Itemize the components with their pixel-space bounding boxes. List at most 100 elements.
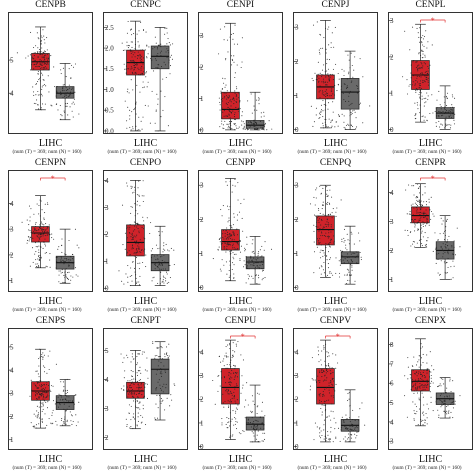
- normal-point: [65, 274, 67, 276]
- normal-point: [252, 239, 254, 241]
- panel-title: CENPS: [35, 316, 66, 326]
- tumor-point: [328, 229, 330, 231]
- tumor-point: [322, 255, 324, 257]
- tumor-point: [415, 112, 417, 115]
- tumor-point: [407, 378, 409, 380]
- tumor-point: [48, 417, 50, 420]
- tumor-point: [230, 241, 232, 243]
- normal-point: [356, 92, 358, 94]
- normal-point: [454, 254, 457, 256]
- tumor-point: [419, 80, 422, 82]
- tumor-point: [140, 58, 142, 61]
- tumor-point: [35, 415, 37, 417]
- tumor-point: [231, 262, 234, 264]
- normal-point: [59, 404, 61, 406]
- tumor-point: [242, 230, 244, 232]
- tumor-point: [424, 186, 426, 188]
- tumor-point: [126, 182, 128, 184]
- normal-point: [256, 256, 258, 258]
- tumor-point: [135, 125, 137, 127]
- normal-point: [157, 53, 159, 55]
- normal-point: [350, 429, 352, 431]
- normal-point: [69, 259, 71, 261]
- tumor-point: [420, 208, 422, 210]
- normal-point: [252, 250, 254, 252]
- y-tick-label: 4: [390, 418, 394, 426]
- normal-point: [74, 394, 76, 396]
- tumor-point: [46, 395, 48, 397]
- normal-point: [159, 52, 162, 54]
- normal-point: [346, 428, 348, 431]
- tumor-point: [236, 408, 238, 410]
- tumor-point: [28, 229, 30, 231]
- normal-point: [154, 263, 156, 265]
- tumor-point: [223, 376, 225, 378]
- tumor-point: [31, 247, 34, 249]
- normal-point: [255, 123, 258, 125]
- tumor-point: [406, 416, 408, 418]
- tumor-point: [225, 102, 227, 104]
- tumor-point: [225, 356, 228, 358]
- normal-point: [356, 255, 358, 257]
- normal-point: [251, 431, 253, 433]
- normal-point: [78, 247, 80, 249]
- tumor-point: [33, 425, 35, 427]
- tumor-point: [141, 394, 143, 396]
- normal-point: [347, 437, 350, 439]
- tumor-point: [40, 39, 42, 41]
- tumor-point: [42, 223, 44, 225]
- normal-point: [446, 97, 448, 100]
- normal-point: [64, 257, 66, 259]
- tumor-point: [141, 389, 143, 391]
- normal-point: [66, 421, 68, 423]
- tumor-point: [133, 358, 135, 360]
- tumor-point: [331, 196, 333, 198]
- tumor-point: [424, 389, 426, 391]
- tumor-point: [139, 74, 141, 76]
- tumor-point: [411, 219, 414, 221]
- tumor-point: [318, 209, 320, 211]
- normal-point: [450, 266, 452, 268]
- tumor-point: [330, 379, 332, 382]
- tumor-point: [141, 249, 143, 251]
- normal-point: [168, 264, 170, 266]
- sample-size-caption: (num (T) = 369; num (N) = 160): [107, 307, 177, 313]
- tumor-point: [212, 258, 214, 260]
- normal-point: [352, 110, 354, 112]
- normal-point: [168, 355, 170, 357]
- x-axis-label: LIHC: [133, 454, 158, 465]
- normal-point: [446, 395, 448, 397]
- normal-point: [66, 391, 69, 393]
- normal-point: [262, 259, 264, 261]
- tumor-point: [33, 413, 35, 415]
- tumor-point: [309, 389, 311, 391]
- tumor-point: [142, 116, 144, 118]
- tumor-point: [35, 386, 37, 388]
- panel-cenpj: CENPJ 0 1 2 3 LIHC (num (T) = 369; num (N) = 1…: [285, 0, 379, 158]
- normal-point: [54, 86, 56, 88]
- normal-point: [449, 399, 451, 401]
- normal-point: [339, 259, 342, 261]
- tumor-point: [134, 202, 136, 205]
- normal-point: [451, 246, 453, 248]
- panel-title: CENPN: [34, 158, 67, 168]
- normal-point: [246, 243, 248, 245]
- normal-point: [66, 396, 68, 398]
- tumor-point: [325, 232, 327, 234]
- normal-point: [73, 98, 75, 100]
- tumor-point: [139, 379, 142, 381]
- tumor-point: [311, 357, 313, 359]
- plot-area: 0 1 2 3 4 *: [293, 328, 378, 451]
- tumor-point: [233, 216, 235, 218]
- tumor-point: [138, 268, 140, 270]
- tumor-point: [417, 70, 419, 72]
- tumor-point: [404, 395, 406, 397]
- tumor-point: [319, 238, 321, 240]
- normal-point: [69, 411, 71, 413]
- tumor-point: [137, 51, 139, 53]
- tumor-point: [135, 252, 138, 254]
- tumor-point: [50, 55, 52, 57]
- tumor-point: [417, 378, 419, 380]
- tumor-point: [229, 383, 231, 385]
